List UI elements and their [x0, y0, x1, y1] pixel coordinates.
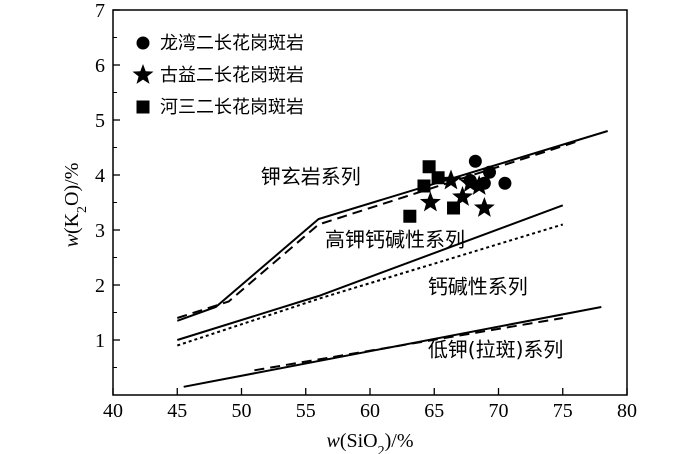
x-tick-label: 65	[424, 400, 444, 422]
boundary-line-dotted	[176, 223, 564, 347]
legend-entry-3-label: 河三二长花岗斑岩	[160, 97, 304, 118]
data-point-square	[422, 160, 436, 174]
x-tick-label: 55	[296, 400, 316, 422]
region-label: 高钾钙碱性系列	[325, 228, 465, 252]
x-tick-label: 45	[167, 400, 187, 422]
x-tick-label: 60	[360, 400, 380, 422]
data-point-star	[468, 175, 490, 195]
x-tick-label: 50	[232, 400, 252, 422]
axis-ticks	[112, 9, 628, 395]
y-tick-label: 3	[95, 220, 105, 242]
legend-entry-2-label: 古益二长花岗斑岩	[160, 65, 304, 86]
y-tick-label: 5	[95, 110, 105, 132]
legend: 龙湾二长花岗斑岩 古益二长花岗斑岩 河三二长花岗斑岩	[132, 33, 304, 118]
data-point-square	[431, 171, 445, 185]
x-tick-label: 40	[103, 400, 123, 422]
data-points	[403, 154, 512, 223]
boundary-line-solid	[183, 306, 602, 388]
data-point-star	[440, 169, 462, 190]
data-point-square	[403, 209, 417, 223]
data-point-square	[447, 201, 461, 215]
region-label: 钾玄岩系列	[261, 164, 361, 188]
y-axis-title: w(K2O)/%	[61, 163, 90, 248]
legend-entry-1-label: 龙湾二长花岗斑岩	[160, 33, 304, 54]
data-point-star	[419, 191, 441, 212]
data-point-square	[417, 179, 431, 193]
y-tick-label: 4	[95, 165, 105, 187]
region-label: 低钾(拉斑)系列	[428, 338, 564, 362]
x-axis-title: w(SiO2)/%	[326, 430, 413, 454]
legend-marker-star	[132, 64, 154, 84]
legend-marker-circle	[136, 36, 150, 50]
boundary-line-dashed	[254, 317, 563, 372]
boundary-line-solid	[177, 204, 564, 341]
data-point-circle	[468, 154, 482, 168]
y-tick-label: 7	[95, 0, 105, 22]
x-tick-label: 75	[553, 400, 573, 422]
data-point-circle	[498, 176, 512, 190]
legend-markers	[132, 36, 154, 114]
data-point-star	[473, 197, 495, 217]
x-tick-label: 80	[617, 400, 637, 422]
y-tick-label: 2	[95, 275, 105, 297]
boundary-line-solid	[176, 130, 608, 322]
data-point-star	[452, 186, 473, 206]
boundary-lines	[176, 130, 608, 388]
region-label: 钙碱性系列	[428, 274, 528, 298]
y-tick-label: 6	[95, 55, 105, 77]
data-point-circle	[483, 165, 497, 179]
y-tick-label: 1	[95, 330, 105, 352]
data-point-star	[459, 172, 481, 193]
legend-marker-square	[136, 100, 150, 114]
x-tick-label: 70	[489, 400, 509, 422]
